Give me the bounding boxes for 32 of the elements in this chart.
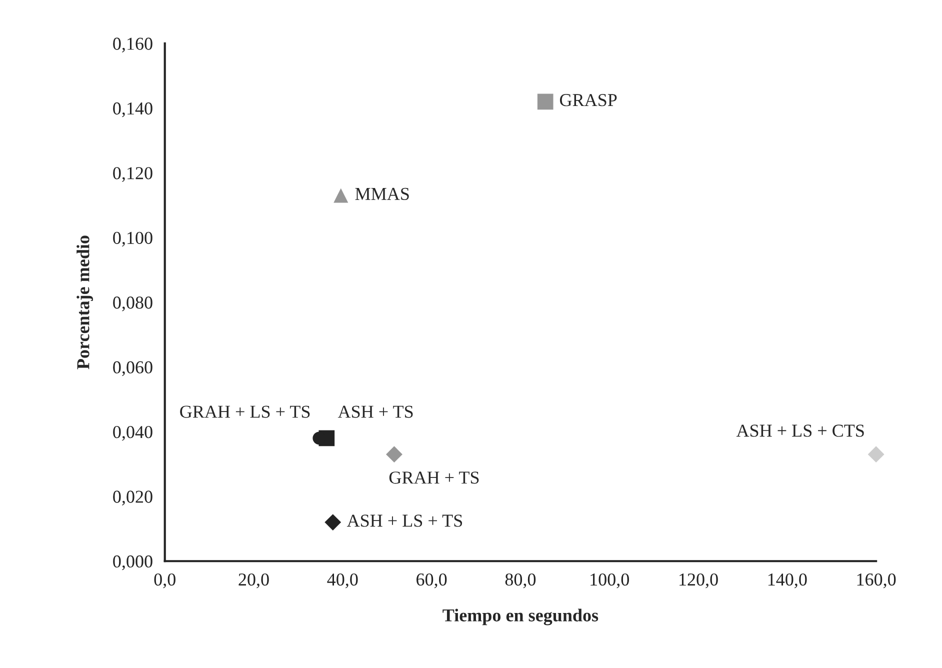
x-tick-label: 40,0 [327, 573, 358, 588]
x-tick-label: 160,0 [857, 573, 896, 588]
x-tick-label: 0,0 [154, 573, 176, 588]
x-tick-label: 60,0 [416, 573, 447, 588]
point [386, 446, 402, 463]
series-label: ASH + LS + TS [346, 514, 462, 527]
y-tick-label: 0,100 [113, 232, 152, 247]
x-tick-label: 20,0 [238, 573, 269, 588]
point [324, 514, 342, 531]
point [537, 94, 554, 110]
y-tick-label: 0,080 [113, 296, 152, 312]
y-tick-label: 0,140 [113, 102, 152, 118]
y-tick-label: 0,160 [113, 38, 152, 52]
series-label: GRASP [560, 94, 617, 106]
x-tick-label: 80,0 [505, 573, 536, 588]
y-tick-label: 0,040 [113, 426, 152, 441]
series-label: ASH + LS + CTS [736, 424, 864, 437]
y-tick-label: 0,120 [113, 167, 152, 182]
y-tick-label: 0,020 [113, 490, 152, 506]
y-axis-title: Porcentaje medio [76, 236, 93, 370]
point [868, 446, 884, 463]
x-tick-label: 140,0 [768, 573, 807, 588]
series-label: ASH + TS [338, 406, 413, 418]
x-tick-label: 120,0 [680, 573, 718, 588]
series-label: MMAS [355, 188, 409, 200]
y-tick-label: 0,000 [113, 555, 152, 570]
y-tick-label: 0,060 [113, 361, 152, 376]
series-label: GRAH + LS + TS [180, 406, 310, 418]
series-label: GRAH + TS [389, 472, 479, 484]
x-tick-label: 100,0 [590, 573, 629, 588]
point [334, 188, 348, 203]
x-axis-title: Tiempo en segundos [442, 608, 598, 626]
